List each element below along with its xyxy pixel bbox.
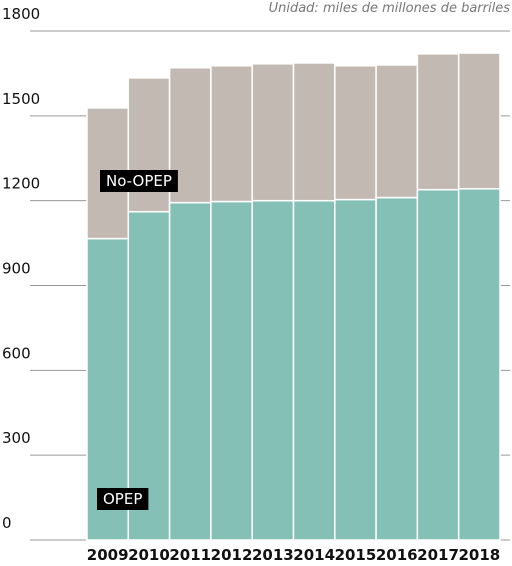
x-tick-label: 2016: [376, 546, 418, 564]
y-tick-label: 900: [2, 260, 31, 278]
y-tick-label: 0: [2, 514, 12, 532]
bar-segment: [251, 199, 295, 541]
bar-segment: [457, 188, 501, 541]
y-tick-label: 1500: [2, 90, 40, 108]
bar-segment: [168, 201, 212, 541]
x-tick-label: 2010: [128, 546, 170, 564]
bar-segment: [416, 188, 460, 541]
y-tick-label: 1200: [2, 175, 40, 193]
bar-segment: [375, 196, 419, 541]
bar-segment: [210, 200, 253, 541]
x-tick-label: 2011: [169, 546, 211, 564]
bar-segment: [251, 63, 295, 202]
bar-segment: [457, 52, 501, 190]
bar-segment: [127, 210, 171, 541]
bar-segment: [334, 198, 377, 541]
x-tick-label: 2015: [335, 546, 377, 564]
bar-segment: [292, 199, 336, 541]
bar-segment: [416, 53, 460, 191]
x-tick-label: 2014: [293, 546, 335, 564]
y-tick-label: 300: [2, 429, 31, 447]
x-tick-label: 2017: [417, 546, 459, 564]
legend-label: OPEP: [103, 490, 142, 508]
y-tick-label: 600: [2, 344, 31, 362]
x-tick-label: 2009: [87, 546, 129, 564]
x-tick-label: 2018: [458, 546, 500, 564]
bar-segment: [375, 64, 419, 199]
subtitle: Unidad: miles de millones de barriles: [269, 1, 511, 16]
y-tick-label: 1800: [2, 5, 40, 23]
x-tick-label: 2013: [252, 546, 294, 564]
bar-segment: [210, 65, 253, 203]
legend-box: [100, 170, 178, 192]
bar-segment: [292, 62, 336, 202]
legend-label: No-OPEP: [106, 172, 172, 190]
legend-box: [97, 488, 149, 510]
bar-segment: [334, 65, 377, 201]
x-tick-label: 2012: [211, 546, 253, 564]
